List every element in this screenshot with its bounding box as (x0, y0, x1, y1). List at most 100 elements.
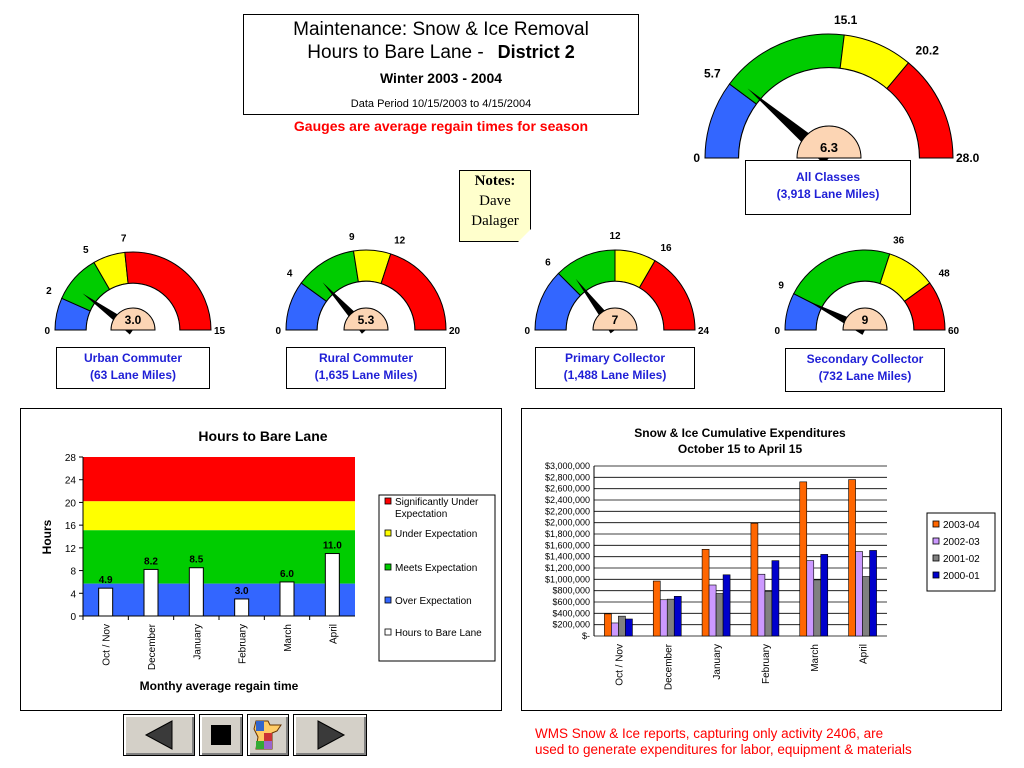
gauge-tick-label: 12 (609, 231, 621, 242)
gauge-value: 5.3 (358, 313, 375, 327)
gauge-value: 3.0 (125, 313, 142, 327)
legend-label: 2001-02 (943, 554, 980, 565)
y-tick-label: 8 (70, 567, 76, 578)
gauge-label-all-classes: All Classes (3,918 Lane Miles) (745, 160, 911, 215)
bar (618, 615, 626, 637)
gauge-tick-label: 48 (939, 269, 951, 280)
gauge-title: Rural Commuter (318, 351, 413, 365)
gauge-miles: (63 Lane Miles) (89, 368, 177, 382)
gauge-all-classes: 6.3 0 28.0 5.7 15.1 20.2 (693, 13, 979, 165)
y-tick-label: 4 (70, 589, 76, 600)
bar (750, 522, 759, 637)
bar (604, 613, 612, 637)
gauge-tick-label: 7 (121, 233, 127, 244)
y-tick-label: 12 (65, 544, 77, 555)
title-district: District 2 (497, 42, 575, 62)
legend-label: 2002-03 (943, 537, 980, 548)
y-tick-label: $- (582, 631, 590, 641)
data-label: 8.5 (189, 555, 203, 566)
gauges-layer: 6.3 0 28.0 5.7 15.1 20.2 3.0 0 15 2 5 7 5.3 0 20 4 9 12 7 0… (44, 13, 979, 337)
legend-label: Significantly Under (395, 497, 479, 508)
gauge-hub (842, 307, 888, 331)
data-label: 11.0 (323, 541, 342, 552)
legend-label: Expectation (395, 509, 447, 520)
legend-label: 2003-04 (943, 520, 980, 531)
gauge-title: Primary Collector (564, 351, 666, 365)
bar (666, 598, 675, 637)
bar (188, 567, 204, 617)
legend-swatch (932, 571, 940, 579)
gauge-title: All Classes (795, 170, 861, 184)
gauge-tick-label: 6 (545, 258, 551, 269)
gauge-label-rural-commuter: Rural Commuter (1,635 Lane Miles) (286, 347, 446, 389)
y-tick-label: 28 (65, 453, 77, 464)
bar (98, 587, 114, 617)
gauge-miles: (732 Lane Miles) (818, 369, 912, 383)
legend-label: Over Expectation (395, 596, 472, 607)
gauge-title: Secondary Collector (806, 352, 924, 366)
y-tick-label: $2,200,000 (545, 506, 590, 516)
gauge-inner (565, 280, 665, 331)
y-tick-label: $3,000,000 (545, 461, 590, 471)
bar (708, 584, 717, 637)
y-tick-label: $1,200,000 (545, 563, 590, 573)
bar (625, 618, 633, 637)
gauge-tick-label: 20 (449, 326, 461, 337)
legend-label: Meets Expectation (395, 563, 477, 574)
y-tick-label: 16 (65, 521, 77, 532)
chart-legend: 2003-04 2002-03 2001-02 2000-01 (926, 512, 996, 592)
legend-label: 2000-01 (943, 571, 980, 582)
y-tick-label: $2,000,000 (545, 518, 590, 528)
gauge-tick-label: 36 (893, 235, 905, 246)
legend-box (378, 494, 496, 662)
gauge-primary-collector: 7 0 24 6 12 16 (524, 231, 709, 337)
minnesota-map-icon (253, 720, 282, 750)
bar (652, 580, 661, 637)
data-label: 4.9 (99, 575, 113, 586)
gauge-miles: (1,488 Lane Miles) (563, 368, 667, 382)
gauge-tick-label: 5.7 (704, 66, 721, 80)
chart-band (83, 583, 355, 616)
gauge-tick-label: 0 (693, 151, 700, 165)
x-axis-label: Monthy average regain time (140, 679, 299, 693)
gauge-title: Urban Commuter (83, 351, 182, 365)
hours-chart: Hours to Bare Lane 0 4 8 12 16 20 24 28 Hours 4.9 O… (40, 428, 496, 693)
title-line-1: Maintenance: Snow & Ice Removal (293, 19, 589, 40)
legend-swatch (384, 596, 392, 604)
footnote: WMS Snow & Ice reports, capturing only a… (535, 726, 1015, 758)
y-tick-label: 20 (65, 498, 77, 509)
gauge-tick-label: 0 (524, 326, 530, 337)
gauge-tick-label: 9 (778, 281, 784, 292)
gauge-tick-label: 0 (275, 326, 281, 337)
gauge-tick-label: 60 (948, 326, 960, 337)
bar (848, 479, 856, 637)
data-label: 3.0 (235, 586, 249, 597)
x-tick-label: Oct / Nov (102, 624, 113, 666)
notes-sticky[interactable]: Notes: Dave Dalager (459, 170, 531, 242)
x-tick-label: March (810, 644, 821, 672)
x-tick-label: December (147, 623, 158, 670)
data-label: 6.0 (280, 569, 294, 580)
gauge-value: 9 (862, 313, 869, 327)
legend-label: Under Expectation (395, 529, 477, 540)
legend-label: Hours to Bare Lane (395, 628, 482, 639)
title-line-2: Hours to Bare Lane - District 2 (244, 41, 638, 64)
bar (659, 599, 668, 637)
next-button[interactable] (293, 714, 367, 756)
legend-swatch (384, 529, 392, 537)
hours-chart-panel: Hours to Bare Lane 0 4 8 12 16 20 24 28 Hours 4.9 O… (20, 408, 502, 711)
y-tick-label: 0 (70, 612, 76, 623)
gauge-tick-label: 20.2 (916, 43, 940, 57)
prev-button[interactable] (123, 714, 195, 756)
stop-square-icon (211, 725, 231, 745)
stop-button[interactable] (199, 714, 243, 756)
bar (813, 579, 822, 637)
chart-band (83, 501, 355, 531)
gauge-miles: (3,918 Lane Miles) (776, 187, 880, 201)
bar (862, 576, 870, 637)
y-tick-label: $2,800,000 (545, 472, 590, 482)
map-button[interactable] (247, 714, 289, 756)
y-tick-label: $800,000 (552, 586, 590, 596)
chart-subtitle: October 15 to April 15 (678, 442, 803, 456)
gauge-tick-label: 5 (83, 245, 89, 256)
